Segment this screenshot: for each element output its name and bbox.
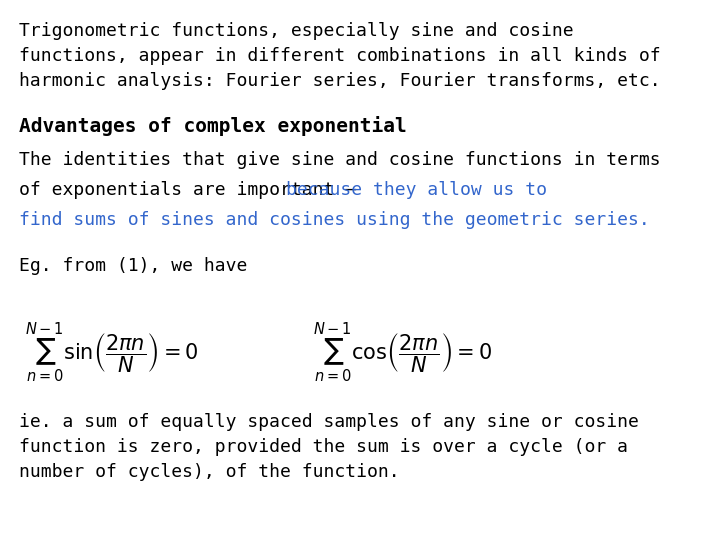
Text: Trigonometric functions, especially sine and cosine
functions, appear in differe: Trigonometric functions, especially sine… [19, 22, 660, 90]
Text: $\sum_{n=0}^{N-1} \cos\!\left(\dfrac{2\pi n}{N}\right) = 0$: $\sum_{n=0}^{N-1} \cos\!\left(\dfrac{2\p… [313, 321, 492, 384]
Text: Advantages of complex exponential: Advantages of complex exponential [19, 116, 406, 136]
Text: of exponentials are important –: of exponentials are important – [19, 181, 366, 199]
Text: $\sum_{n=0}^{N-1} \sin\!\left(\dfrac{2\pi n}{N}\right) = 0$: $\sum_{n=0}^{N-1} \sin\!\left(\dfrac{2\p… [24, 321, 199, 384]
Text: The identities that give sine and cosine functions in terms: The identities that give sine and cosine… [19, 151, 660, 169]
Text: Eg. from (1), we have: Eg. from (1), we have [19, 256, 247, 274]
Text: because they allow us to: because they allow us to [287, 181, 547, 199]
Text: find sums of sines and cosines using the geometric series.: find sums of sines and cosines using the… [19, 211, 649, 228]
Text: ie. a sum of equally spaced samples of any sine or cosine
function is zero, prov: ie. a sum of equally spaced samples of a… [19, 413, 639, 481]
